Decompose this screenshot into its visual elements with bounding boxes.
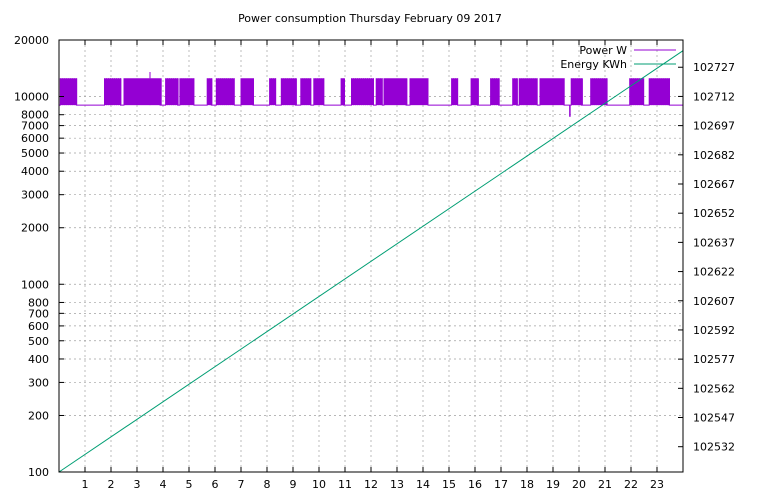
y-right-tick-label: 102547 xyxy=(693,412,735,425)
y-right-tick-label: 102637 xyxy=(693,236,735,249)
power-w-high-band xyxy=(60,78,78,106)
x-tick-label: 15 xyxy=(442,478,456,491)
y-right-tick-label: 102532 xyxy=(693,441,735,454)
x-tick-label: 11 xyxy=(338,478,352,491)
x-tick-label: 4 xyxy=(160,478,167,491)
power-w-high-band xyxy=(410,78,429,106)
y-right-tick-label: 102562 xyxy=(693,382,735,395)
y-left-tick-label: 20000 xyxy=(14,34,49,47)
y-left-tick-label: 3000 xyxy=(21,189,49,202)
power-w-high-band xyxy=(341,78,345,106)
y-left-tick-label: 8000 xyxy=(21,109,49,122)
y-left-tick-label: 2000 xyxy=(21,222,49,235)
x-tick-label: 19 xyxy=(546,478,560,491)
y-left-tick-label: 7000 xyxy=(21,120,49,133)
x-tick-label: 22 xyxy=(624,478,638,491)
power-w-high-band xyxy=(124,78,162,106)
power-w-high-band xyxy=(649,78,670,106)
y-left-tick-label: 800 xyxy=(28,296,49,309)
legend-label: Power W xyxy=(579,44,627,57)
power-w-high-band xyxy=(376,78,383,106)
power-w-high-band xyxy=(629,78,644,106)
y-left-tick-label: 500 xyxy=(28,335,49,348)
x-tick-label: 23 xyxy=(650,478,664,491)
y-left-tick-label: 400 xyxy=(28,353,49,366)
power-w-high-band xyxy=(519,78,538,106)
power-w-high-band xyxy=(216,78,235,106)
power-w-high-band xyxy=(207,78,213,106)
power-w-high-band xyxy=(165,78,179,106)
x-tick-label: 2 xyxy=(108,478,115,491)
y-right-tick-label: 102727 xyxy=(693,61,735,74)
y-right-tick-label: 102652 xyxy=(693,207,735,220)
x-tick-label: 10 xyxy=(312,478,326,491)
x-tick-label: 13 xyxy=(390,478,404,491)
power-w-high-band xyxy=(300,78,312,106)
power-w-high-band xyxy=(540,78,565,106)
power-w-high-band xyxy=(590,78,608,106)
y-left-tick-label: 300 xyxy=(28,376,49,389)
y-right-tick-label: 102622 xyxy=(693,266,735,279)
y-left-tick-label: 4000 xyxy=(21,165,49,178)
y-left-tick-label: 5000 xyxy=(21,147,49,160)
y-right-tick-label: 102607 xyxy=(693,295,735,308)
x-tick-label: 5 xyxy=(186,478,193,491)
y-right-tick-label: 102682 xyxy=(693,149,735,162)
series-energy-kwh xyxy=(58,50,684,473)
power-w-high-band xyxy=(313,78,325,106)
x-tick-label: 17 xyxy=(494,478,508,491)
power-w-high-band xyxy=(351,78,374,106)
x-tick-label: 8 xyxy=(264,478,271,491)
power-w-high-band xyxy=(281,78,297,106)
power-w-high-band xyxy=(269,78,277,106)
x-tick-label: 7 xyxy=(238,478,245,491)
x-tick-label: 9 xyxy=(290,478,297,491)
axes: 1 2 3 4 5 6 7 8 9 10 11 12 13 14 15 16 17 18 19 20 21 22 23100… xyxy=(14,34,735,491)
x-tick-label: 21 xyxy=(598,478,612,491)
y-left-tick-label: 600 xyxy=(28,320,49,333)
y-left-tick-label: 200 xyxy=(28,409,49,422)
x-tick-label: 14 xyxy=(416,478,430,491)
y-right-tick-label: 102667 xyxy=(693,178,735,191)
y-left-tick-label: 6000 xyxy=(21,132,49,145)
x-tick-label: 18 xyxy=(520,478,534,491)
y-right-tick-label: 102697 xyxy=(693,120,735,133)
x-tick-label: 3 xyxy=(134,478,141,491)
y-left-tick-label: 700 xyxy=(28,307,49,320)
power-w-high-band xyxy=(490,78,500,106)
plot-area xyxy=(58,50,684,473)
chart-title: Power consumption Thursday February 09 2… xyxy=(238,12,502,25)
x-tick-label: 1 xyxy=(82,478,89,491)
power-w-high-band xyxy=(451,78,459,106)
power-w-high-band xyxy=(512,78,518,106)
y-left-tick-label: 100 xyxy=(28,466,49,479)
y-right-tick-label: 102712 xyxy=(693,90,735,103)
y-right-tick-label: 102577 xyxy=(693,353,735,366)
x-tick-label: 16 xyxy=(468,478,482,491)
y-left-tick-label: 10000 xyxy=(14,91,49,104)
power-w-high-band xyxy=(179,78,195,106)
grid-lines xyxy=(59,40,683,472)
power-w-high-band xyxy=(471,78,479,106)
legend-label: Energy KWh xyxy=(560,58,627,71)
x-tick-label: 6 xyxy=(212,478,219,491)
y-right-tick-label: 102592 xyxy=(693,324,735,337)
power-w-high-band xyxy=(104,78,122,106)
power-w-high-band xyxy=(571,78,583,106)
x-tick-label: 12 xyxy=(364,478,378,491)
power-w-high-band xyxy=(384,78,408,106)
x-tick-label: 20 xyxy=(572,478,586,491)
power-w-high-band xyxy=(241,78,254,106)
y-left-tick-label: 1000 xyxy=(21,278,49,291)
